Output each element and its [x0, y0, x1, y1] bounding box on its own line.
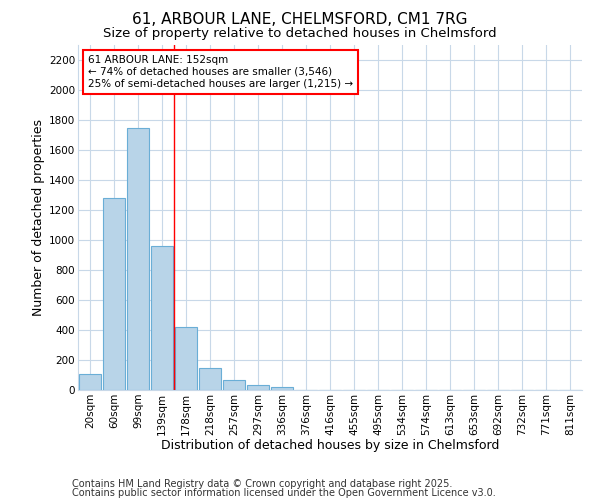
Text: Contains public sector information licensed under the Open Government Licence v3: Contains public sector information licen…	[72, 488, 496, 498]
Bar	[151, 246, 173, 390]
Bar	[271, 388, 293, 390]
Bar	[247, 385, 269, 390]
Bar	[175, 327, 197, 390]
Bar	[79, 374, 101, 390]
Text: 61, ARBOUR LANE, CHELMSFORD, CM1 7RG: 61, ARBOUR LANE, CHELMSFORD, CM1 7RG	[132, 12, 468, 28]
Text: Size of property relative to detached houses in Chelmsford: Size of property relative to detached ho…	[103, 28, 497, 40]
Bar	[103, 198, 125, 390]
Bar	[223, 380, 245, 390]
Y-axis label: Number of detached properties: Number of detached properties	[32, 119, 45, 316]
Bar	[127, 128, 149, 390]
X-axis label: Distribution of detached houses by size in Chelmsford: Distribution of detached houses by size …	[161, 439, 499, 452]
Bar	[199, 368, 221, 390]
Text: Contains HM Land Registry data © Crown copyright and database right 2025.: Contains HM Land Registry data © Crown c…	[72, 479, 452, 489]
Text: 61 ARBOUR LANE: 152sqm
← 74% of detached houses are smaller (3,546)
25% of semi-: 61 ARBOUR LANE: 152sqm ← 74% of detached…	[88, 56, 353, 88]
